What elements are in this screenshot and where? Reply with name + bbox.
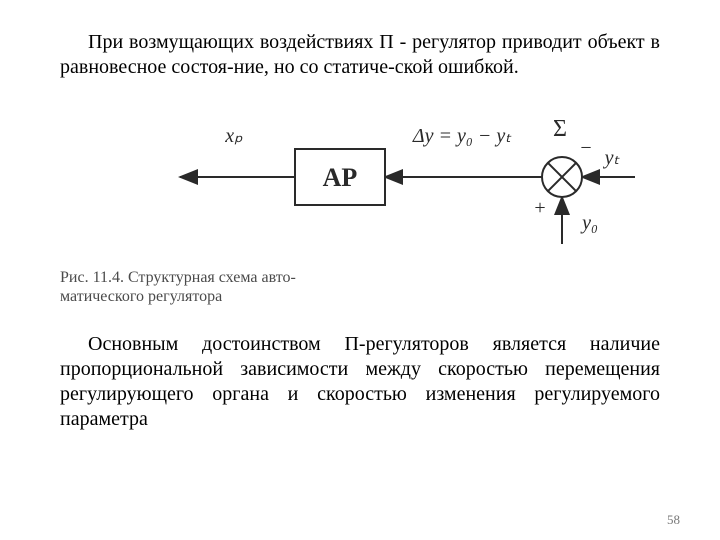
paragraph-1: При возмущающих воздействиях П - регулят… — [60, 30, 660, 80]
svg-text:Δy = y₀ − yₜ: Δy = y₀ − yₜ — [412, 125, 512, 147]
svg-text:xₚ: xₚ — [224, 125, 243, 147]
svg-text:АР: АР — [323, 163, 358, 192]
svg-text:yₜ: yₜ — [603, 147, 621, 169]
svg-text:−: − — [580, 137, 591, 159]
figure-caption: Рис. 11.4. Структурная схема авто-матиче… — [60, 268, 340, 306]
svg-text:Σ: Σ — [553, 116, 567, 142]
svg-text:y₀: y₀ — [580, 212, 598, 234]
svg-text:+: + — [534, 197, 545, 219]
paragraph-2: Основным достоинством П-регуляторов явля… — [60, 332, 660, 432]
page-number: 58 — [667, 512, 680, 528]
block-diagram: Δy = y₀ − yₜ xₚ yₜ y₀ АР Σ− + — [60, 94, 660, 264]
